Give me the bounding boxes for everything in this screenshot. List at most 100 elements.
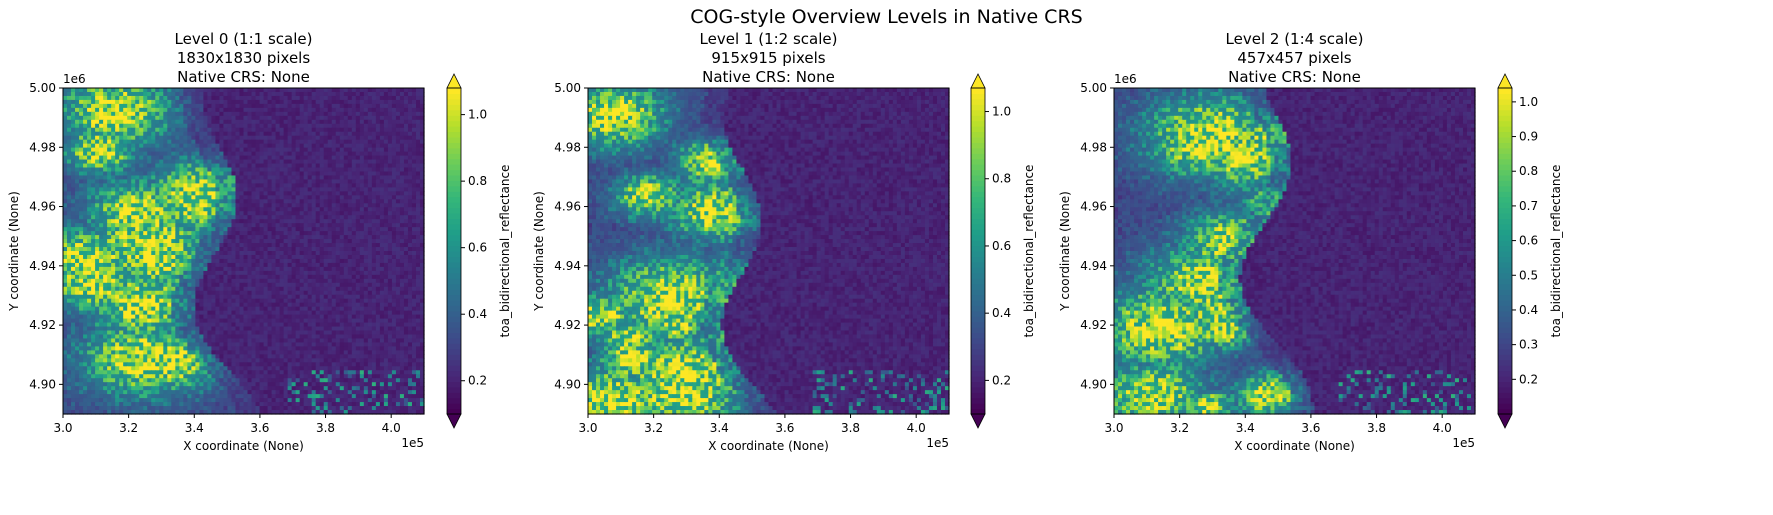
raster-cell (399, 294, 405, 300)
raster-cell (87, 215, 92, 220)
raster-cell (223, 258, 229, 264)
raster-cell (139, 135, 144, 141)
raster-cell (327, 123, 333, 129)
raster-cell (251, 159, 257, 165)
raster-cell (163, 294, 168, 300)
raster-cell (291, 274, 297, 280)
raster-cell (183, 294, 188, 300)
raster-cell (155, 103, 160, 109)
raster-cell (327, 262, 333, 268)
raster-cell (295, 115, 301, 121)
raster-cell (195, 254, 200, 260)
raster-cell (131, 115, 136, 121)
raster-cell (367, 115, 373, 121)
raster-cell (131, 155, 136, 161)
raster-cell (83, 254, 88, 260)
raster-cell (247, 131, 253, 137)
raster-cell (287, 266, 293, 272)
raster-cell (383, 254, 389, 260)
raster-cell (339, 187, 345, 192)
raster-cell (207, 294, 213, 300)
raster-cell (155, 171, 160, 177)
raster-cell (231, 195, 237, 200)
raster-cell (135, 135, 140, 141)
raster-cell (271, 155, 277, 161)
raster-cell (407, 227, 413, 232)
raster-cell (235, 282, 241, 288)
raster-cell (327, 195, 333, 200)
raster-cell (91, 254, 96, 260)
raster-cell (207, 163, 213, 169)
raster-cell (319, 278, 325, 284)
raster-cell (367, 123, 373, 129)
raster-cell (243, 294, 249, 300)
raster-cell (367, 254, 373, 260)
raster-cell (95, 91, 100, 97)
raster-cell (235, 254, 241, 260)
raster-cell (399, 274, 405, 280)
raster-cell (131, 254, 136, 260)
raster-cell (395, 143, 401, 149)
raster-cell (183, 278, 188, 284)
raster-cell (67, 88, 72, 93)
raster-cell (263, 107, 269, 113)
raster-cell (107, 219, 112, 224)
raster-cell (331, 211, 337, 216)
raster-cell (127, 286, 132, 292)
raster-cell (191, 179, 196, 185)
raster-cell (243, 167, 249, 173)
raster-cell (83, 175, 88, 181)
raster-cell (143, 163, 148, 169)
raster-cell (103, 175, 108, 181)
raster-cell (307, 278, 313, 284)
raster-cell (235, 99, 241, 105)
raster-cell (227, 298, 233, 304)
raster-cell (223, 243, 229, 248)
raster-cell (123, 187, 128, 192)
raster-cell (255, 151, 261, 157)
raster-cell (67, 290, 72, 296)
raster-cell (315, 179, 321, 185)
raster-cell (139, 278, 144, 284)
raster-cell (335, 147, 341, 153)
raster-cell (247, 278, 253, 284)
raster-cell (247, 251, 253, 256)
raster-cell (103, 243, 108, 248)
raster-cell (119, 243, 124, 248)
raster-cell (71, 247, 76, 252)
raster-cell (231, 131, 237, 137)
raster-cell (247, 247, 253, 252)
raster-cell (355, 151, 361, 157)
raster-cell (259, 163, 265, 169)
raster-cell (343, 179, 349, 185)
raster-cell (63, 103, 68, 109)
raster-cell (119, 103, 124, 109)
raster-cell (131, 294, 136, 300)
raster-cell (159, 131, 164, 137)
raster-cell (63, 243, 68, 248)
raster-cell (215, 139, 221, 145)
raster-cell (299, 207, 305, 212)
raster-cell (411, 135, 417, 141)
raster-cell (219, 274, 225, 280)
raster-cell (155, 123, 160, 129)
raster-cell (307, 298, 313, 304)
raster-cell (251, 135, 257, 141)
raster-cell (63, 278, 68, 284)
raster-cell (267, 159, 273, 165)
raster-cell (103, 262, 108, 268)
raster-cell (259, 107, 265, 113)
raster-cell (95, 103, 100, 109)
raster-cell (399, 163, 405, 169)
raster-cell (87, 147, 92, 153)
raster-cell (163, 147, 168, 153)
raster-cell (111, 195, 116, 200)
raster-cell (287, 231, 293, 236)
raster-cell (91, 223, 96, 228)
raster-cell (195, 239, 200, 244)
raster-cell (171, 91, 176, 97)
raster-cell (359, 274, 365, 280)
raster-cell (263, 298, 269, 304)
raster-cell (171, 282, 176, 288)
raster-cell (179, 115, 184, 121)
